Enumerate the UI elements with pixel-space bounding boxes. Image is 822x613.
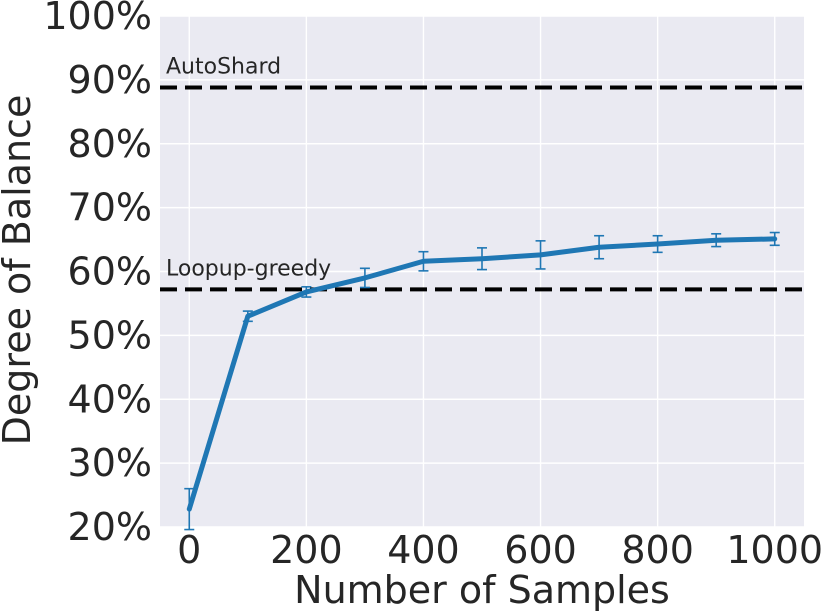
y-axis-title: Degree of Balance [0, 95, 39, 446]
error-bar [594, 234, 605, 260]
reference-line-label: AutoShard [166, 55, 281, 80]
error-bar [535, 240, 546, 270]
error-bar [242, 310, 253, 323]
y-tick-label: 40% [68, 377, 152, 421]
error-bar [769, 231, 780, 247]
error-bar [184, 487, 195, 531]
error-bar [418, 250, 429, 272]
y-tick-label: 90% [68, 58, 152, 102]
error-bar [652, 234, 663, 254]
error-bar [301, 286, 312, 298]
x-tick-label: 200 [270, 528, 343, 572]
x-axis-title: Number of Samples [294, 568, 670, 612]
x-tick-label: 0 [177, 528, 201, 572]
x-tick-label: 800 [621, 528, 694, 572]
y-tick-label: 30% [68, 441, 152, 485]
series-layer [184, 231, 780, 531]
x-tick-label: 400 [387, 528, 460, 572]
reference-lines: AutoShard Loopup-greedy [160, 55, 804, 292]
y-tick-label: 70% [68, 186, 152, 230]
x-tick-label: 600 [504, 528, 577, 572]
x-tick-label: 1000 [726, 528, 822, 572]
error-bar [711, 233, 722, 248]
y-tick-label: 50% [68, 313, 152, 357]
y-tick-labels: 20% 30% 40% 50% 60% 70% 80% 90% 100% [43, 0, 152, 549]
reference-line-label: Loopup-greedy [166, 256, 331, 281]
error-bar [359, 267, 370, 289]
y-tick-label: 80% [68, 122, 152, 166]
x-tick-labels: 0 200 400 600 800 1000 [177, 528, 822, 572]
error-bar [477, 247, 487, 271]
y-tick-label: 60% [68, 250, 152, 294]
y-tick-label: 100% [43, 0, 152, 38]
grid-lines [160, 15, 804, 528]
y-tick-label: 20% [68, 505, 152, 549]
